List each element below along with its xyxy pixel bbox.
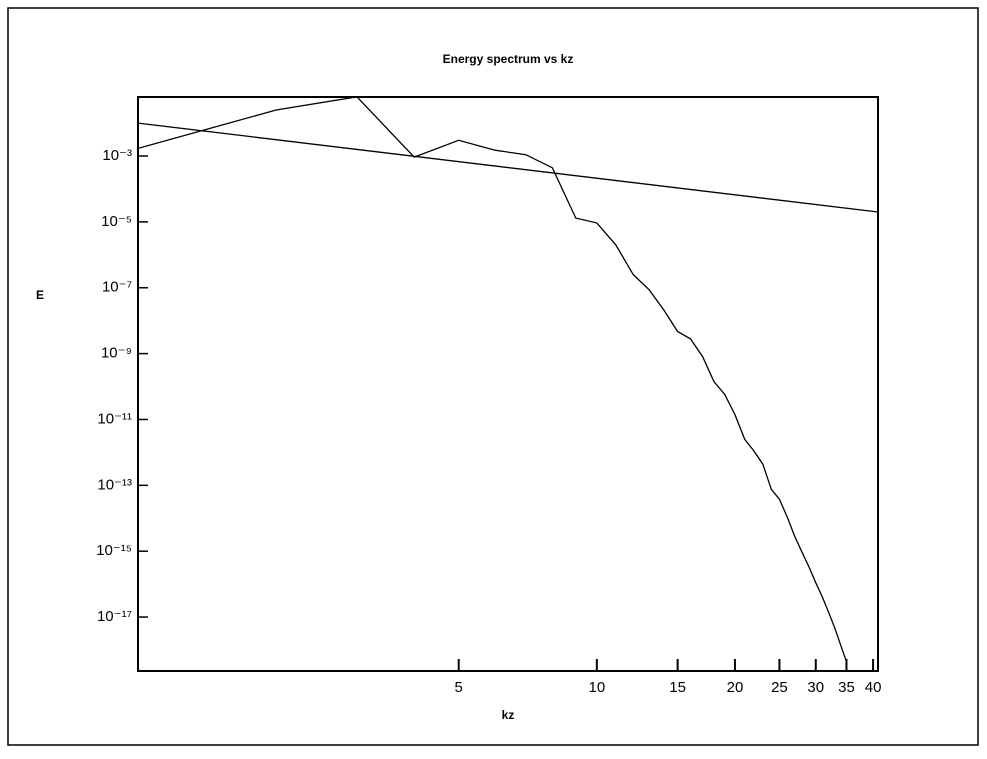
y-tick-label: 10⁻¹⁵ bbox=[96, 542, 132, 559]
y-axis-label: E bbox=[36, 288, 44, 302]
x-tick-label: 30 bbox=[807, 679, 824, 696]
y-tick-label: 10⁻⁹ bbox=[101, 345, 132, 362]
x-tick-label: 25 bbox=[771, 679, 788, 696]
x-tick-label: 15 bbox=[669, 679, 686, 696]
plot-area bbox=[138, 97, 878, 662]
x-tick-label: 20 bbox=[727, 679, 744, 696]
y-tick-label: 10⁻⁷ bbox=[102, 279, 132, 296]
data-line bbox=[138, 122, 878, 213]
x-tick-label: 35 bbox=[838, 679, 855, 696]
y-tick-label: 10⁻¹⁷ bbox=[97, 608, 132, 625]
x-tick-label: 40 bbox=[865, 679, 882, 696]
data-line bbox=[138, 97, 848, 662]
y-tick-label: 10⁻¹³ bbox=[97, 476, 132, 493]
page-frame bbox=[7, 7, 979, 746]
y-tick-label: 10⁻¹¹ bbox=[97, 410, 132, 427]
y-tick-label: 10⁻³ bbox=[102, 147, 132, 164]
plot-frame bbox=[137, 96, 879, 672]
x-tick-label: 5 bbox=[455, 679, 463, 696]
y-tick-label: 10⁻⁵ bbox=[101, 213, 132, 230]
x-axis-label: kz bbox=[502, 708, 515, 722]
x-tick-label: 10 bbox=[588, 679, 605, 696]
chart-title: Energy spectrum vs kz bbox=[443, 52, 574, 66]
